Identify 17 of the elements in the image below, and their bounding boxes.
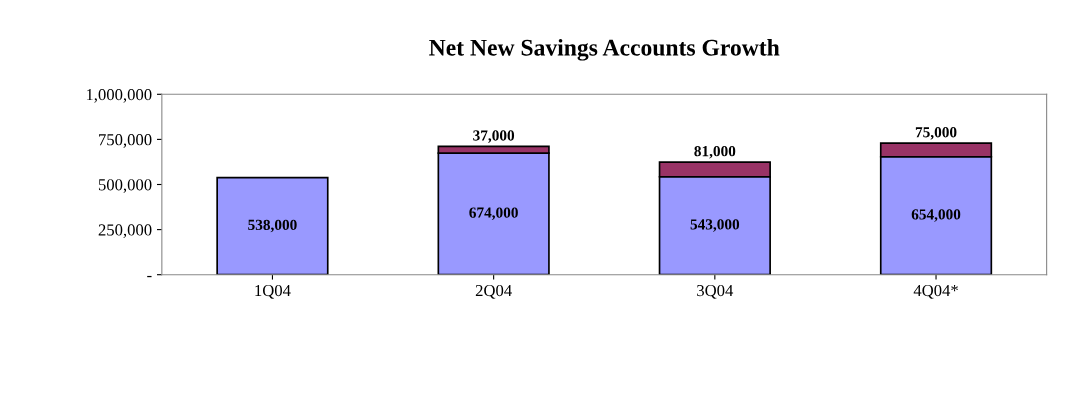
x-tick-label: 1Q04	[255, 284, 291, 299]
data-label: 674,000	[469, 207, 518, 220]
x-tick-label: 4Q04*	[913, 284, 958, 299]
chart-title: Net New Savings Accounts Growth	[429, 39, 780, 61]
data-label: 75,000	[915, 127, 957, 140]
data-label: 538,000	[248, 219, 297, 233]
x-tick-label: 2Q04	[475, 284, 512, 299]
y-tick-label: -	[147, 275, 152, 278]
x-tick-label: 3Q04	[697, 284, 734, 299]
data-label: 81,000	[694, 146, 736, 159]
data-label: 543,000	[690, 219, 740, 232]
data-label: 37,000	[473, 130, 515, 143]
y-tick-label: 750,000	[99, 134, 152, 148]
y-tick-label: 500,000	[98, 179, 152, 193]
y-tick-label: 1,000,000	[86, 89, 152, 103]
data-label: 654,000	[911, 209, 961, 222]
y-tick-label: 250,000	[98, 224, 152, 238]
